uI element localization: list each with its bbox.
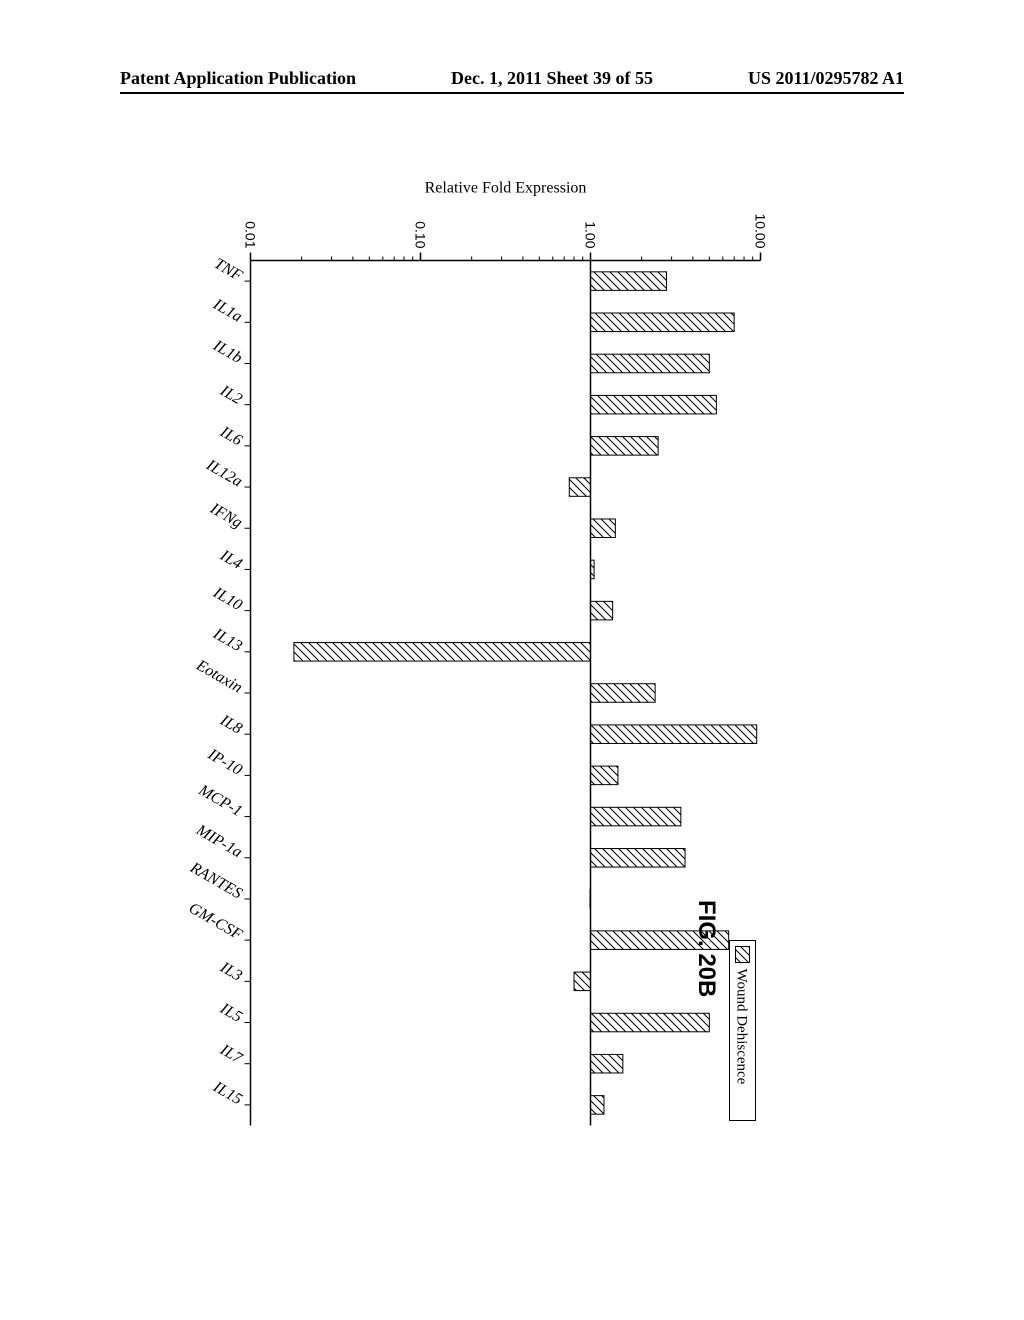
bar <box>591 1096 604 1115</box>
bar <box>591 807 681 826</box>
legend-swatch <box>736 947 750 963</box>
category-label: IL15 <box>209 1078 245 1108</box>
category-label: MIP-1a <box>193 821 245 861</box>
svg-text:1.00: 1.00 <box>583 221 599 248</box>
bar <box>574 972 590 991</box>
category-label: Eotaxin <box>193 656 245 696</box>
category-label: RANTES <box>186 859 245 903</box>
page-header: Patent Application Publication Dec. 1, 2… <box>0 68 1024 89</box>
svg-text:10.00: 10.00 <box>753 213 769 248</box>
legend-label: Wound Dehiscence <box>734 969 750 1085</box>
y-axis-label: Relative Fold Expression <box>425 180 587 197</box>
header-divider <box>120 92 904 94</box>
bar <box>591 766 618 785</box>
category-label: IL6 <box>216 423 245 449</box>
header-center: Dec. 1, 2011 Sheet 39 of 55 <box>451 68 653 89</box>
category-label: IP-10 <box>204 745 245 778</box>
bar <box>591 848 686 867</box>
bar <box>591 313 735 332</box>
category-label: IL1b <box>209 337 245 367</box>
figure-label: FIG. 20B <box>692 900 720 997</box>
bar <box>591 1054 623 1073</box>
bar <box>591 725 757 744</box>
bar <box>591 395 717 414</box>
category-label: IL12a <box>203 456 245 490</box>
category-label: IL1a <box>209 295 245 325</box>
bar <box>591 437 659 456</box>
bar <box>591 354 710 373</box>
category-label: IL5 <box>216 1000 245 1026</box>
bar <box>591 272 667 291</box>
bar <box>569 478 590 497</box>
svg-text:0.01: 0.01 <box>243 221 259 248</box>
category-label: IL4 <box>216 547 245 573</box>
category-label: GM-CSF <box>186 900 245 944</box>
category-label: TNF <box>211 255 245 285</box>
chart-container: 0.010.101.0010.00TNFIL1aIL1bIL2IL6IL12aI… <box>0 338 948 978</box>
bar <box>294 643 591 662</box>
category-label: IL10 <box>209 584 245 614</box>
bar <box>591 684 656 703</box>
header-right: US 2011/0295782 A1 <box>748 68 904 89</box>
category-label: IFNg <box>206 500 245 532</box>
bar <box>591 601 613 620</box>
category-label: IL13 <box>209 625 245 655</box>
category-label: IL8 <box>216 711 245 737</box>
category-label: IL3 <box>216 958 245 984</box>
header-left: Patent Application Publication <box>120 68 356 89</box>
bar-chart: 0.01 0.10 1.00 10.00 TNF IL1a IL1b IL2 IL6 IL12a I… <box>141 171 781 1146</box>
bar <box>591 519 616 538</box>
category-label: IL2 <box>216 382 245 408</box>
svg-text:0.10: 0.10 <box>413 221 429 248</box>
category-label: IL7 <box>216 1041 245 1068</box>
category-label: MCP-1 <box>195 781 245 820</box>
bar <box>591 1013 710 1032</box>
